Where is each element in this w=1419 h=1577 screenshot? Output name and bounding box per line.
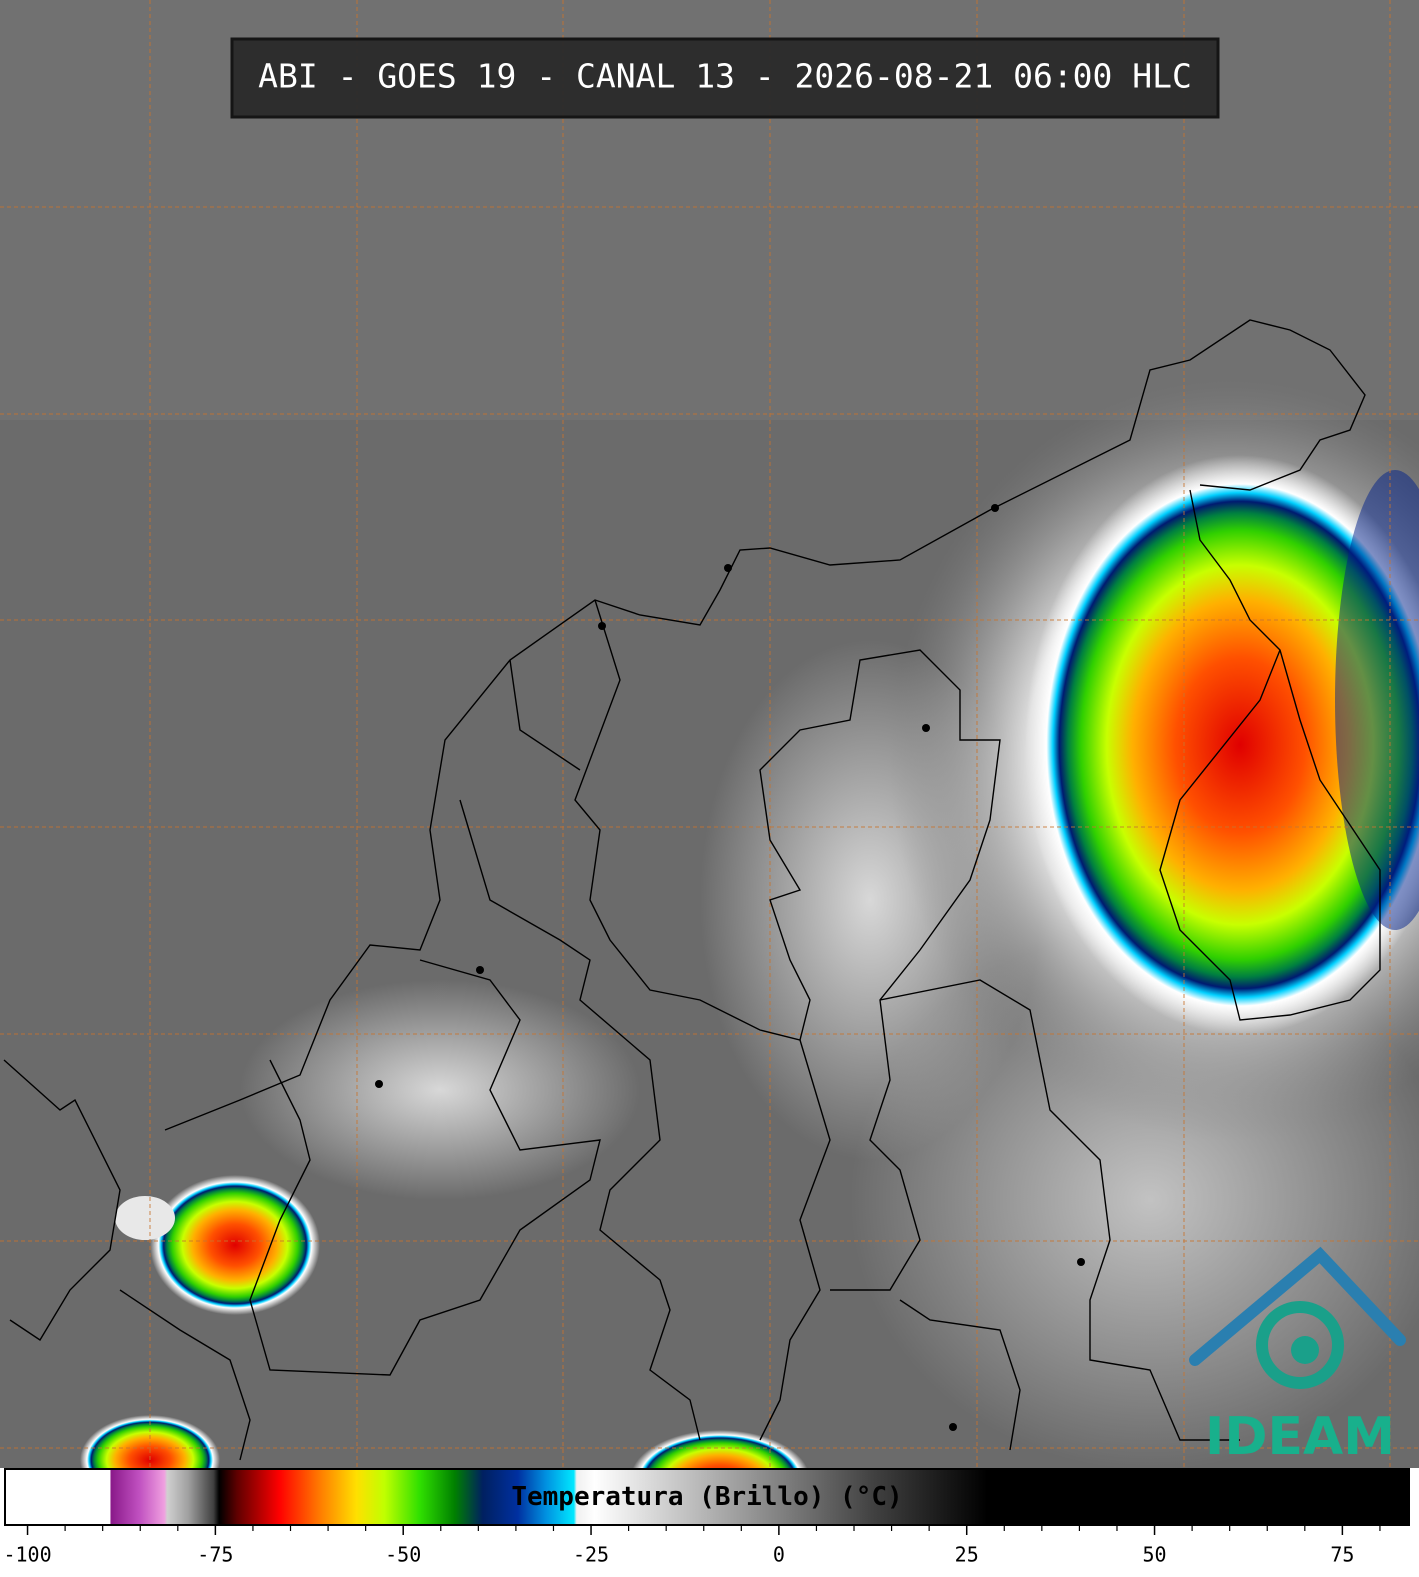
logo: IDEAM	[1189, 1246, 1406, 1467]
tick-label: -75	[197, 1543, 233, 1567]
grid-lines	[0, 0, 1419, 1468]
cloud	[115, 1196, 175, 1240]
storm	[1335, 470, 1419, 930]
colorbar-axis: -100 -75 -50 -25 0 25 50 75	[3, 1526, 1381, 1567]
storm	[632, 1430, 808, 1468]
tick-label: 75	[1330, 1543, 1354, 1567]
cloud	[240, 980, 640, 1200]
tick-label: 0	[773, 1543, 785, 1567]
tick-label: 50	[1142, 1543, 1166, 1567]
storm	[1025, 455, 1419, 1035]
tick-label: -100	[3, 1543, 51, 1567]
title-box	[230, 37, 1220, 119]
title: ABI - GOES 19 - CANAL 13 - 2026-08-21 06…	[258, 57, 1192, 96]
coastline	[3, 319, 1381, 1461]
tick-label: -25	[573, 1543, 609, 1567]
city-markers	[375, 504, 1085, 1431]
colorbar: Temperatura (Brillo) (°C)	[4, 1468, 1410, 1526]
tick-label: -50	[385, 1543, 421, 1567]
logo-text: IDEAM	[1205, 1407, 1395, 1467]
colorbar-label: Temperatura (Brillo) (°C)	[511, 1482, 903, 1512]
storm	[80, 1415, 220, 1468]
tick-label: 25	[955, 1543, 979, 1567]
storm	[150, 1175, 320, 1315]
satellite-map: ABI - GOES 19 - CANAL 13 - 2026-08-21 06…	[0, 0, 1419, 1468]
